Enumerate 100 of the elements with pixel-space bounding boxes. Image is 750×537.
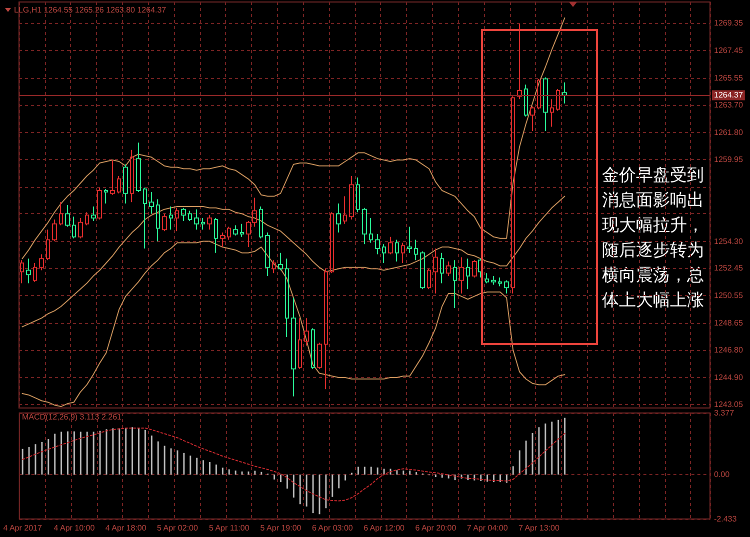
candlestick — [20, 260, 24, 284]
candlestick — [433, 248, 438, 294]
y-tick-label: 1267.45 — [714, 46, 744, 56]
candlestick — [188, 210, 192, 222]
candlestick — [369, 218, 373, 244]
candlestick — [517, 23, 522, 100]
candlestick — [272, 260, 276, 274]
candlestick — [440, 252, 444, 284]
candlestick — [472, 260, 477, 278]
candlestick — [420, 250, 425, 290]
candlestick — [214, 218, 218, 254]
x-tick-label: 4 Apr 2017 — [3, 524, 42, 532]
candlestick — [97, 187, 102, 220]
candlestick — [26, 258, 31, 284]
candlestick — [291, 297, 296, 397]
y-tick-label: 1261.80 — [714, 128, 744, 137]
y-tick-label: 1243.05 — [714, 400, 744, 409]
candlestick — [136, 142, 141, 192]
candlestick — [201, 218, 205, 230]
candlestick — [543, 76, 548, 132]
y-tick-label: 3.377 — [714, 408, 735, 418]
candlestick — [240, 223, 244, 238]
candlestick — [427, 268, 431, 290]
candlestick — [414, 239, 418, 261]
candlestick — [104, 188, 108, 204]
candlestick — [194, 208, 199, 230]
candlestick — [143, 187, 147, 249]
candlestick — [375, 234, 380, 255]
candlestick — [65, 204, 70, 228]
candlestick — [524, 84, 528, 118]
x-tick-label: 7 Apr 13:00 — [518, 524, 560, 532]
candlestick — [466, 258, 470, 290]
candlestick — [382, 244, 386, 264]
candlestick — [401, 242, 405, 264]
candlestick — [485, 272, 489, 284]
candlestick — [78, 218, 83, 239]
candlestick — [446, 261, 451, 277]
candlestick — [181, 207, 186, 222]
candlestick — [169, 206, 173, 230]
line-series — [22, 240, 566, 408]
candlestick — [175, 207, 179, 232]
y-tick-label: 1246.80 — [714, 346, 744, 354]
candlestick — [265, 232, 270, 277]
candlestick — [59, 202, 63, 226]
x-tick-label: 6 Apr 20:00 — [415, 524, 457, 532]
x-tick-label: 5 Apr 19:00 — [260, 524, 302, 532]
candlestick — [530, 106, 535, 132]
line-series — [22, 196, 566, 328]
candlestick — [556, 88, 560, 112]
candlestick — [91, 206, 96, 222]
chart-title: MACD(12,26,9) 3.113 2.261 — [22, 412, 122, 422]
candlestick — [156, 198, 160, 242]
candlestick — [227, 226, 231, 240]
candlestick — [537, 78, 541, 110]
candlestick — [298, 318, 302, 370]
x-tick-label: 5 Apr 11:00 — [208, 524, 250, 532]
candlestick — [33, 262, 37, 282]
x-tick-label: 4 Apr 18:00 — [105, 524, 147, 532]
candlestick — [349, 176, 354, 220]
candlestick — [162, 213, 167, 232]
candlestick — [453, 260, 457, 308]
candlestick — [562, 82, 567, 104]
y-tick-label: 1259.95 — [714, 154, 744, 164]
y-tick-label: 1269.35 — [714, 18, 744, 28]
y-tick-label: 1254.30 — [714, 236, 744, 246]
candlestick — [304, 318, 309, 346]
candlestick — [491, 276, 496, 286]
y-tick-label: 1244.90 — [714, 373, 744, 382]
candlestick — [324, 268, 328, 390]
y-tick-label: 0.00 — [714, 470, 730, 480]
candlestick — [498, 277, 502, 287]
x-tick-label: 6 Apr 03:00 — [312, 524, 354, 532]
y-tick-label: -2.433 — [714, 514, 738, 524]
candlestick — [52, 219, 57, 242]
candlestick — [278, 252, 283, 271]
candlestick — [311, 328, 315, 370]
candlestick — [130, 149, 134, 203]
y-tick-label: 1252.45 — [714, 264, 744, 273]
x-tick-label: 7 Apr 04:00 — [466, 524, 508, 532]
candlestick — [550, 98, 554, 128]
line-series — [22, 428, 566, 502]
candlestick — [259, 206, 263, 239]
candlestick — [46, 229, 50, 261]
candlestick — [207, 214, 212, 230]
candlestick — [233, 224, 238, 236]
candlestick — [459, 256, 464, 294]
y-tick-label: 1263.70 — [714, 100, 744, 110]
candlestick — [123, 164, 128, 204]
candlestick — [39, 254, 44, 271]
candlestick — [117, 176, 121, 194]
candlestick — [343, 196, 347, 224]
candlestick — [362, 207, 367, 245]
candlestick — [511, 96, 515, 294]
candlestick — [388, 236, 393, 255]
candlestick — [395, 239, 399, 262]
line-series — [22, 17, 566, 260]
ref-line-label: 1264.37 — [714, 90, 744, 100]
candlestick — [110, 160, 115, 196]
candlestick — [336, 203, 341, 234]
candlestick — [356, 176, 360, 213]
